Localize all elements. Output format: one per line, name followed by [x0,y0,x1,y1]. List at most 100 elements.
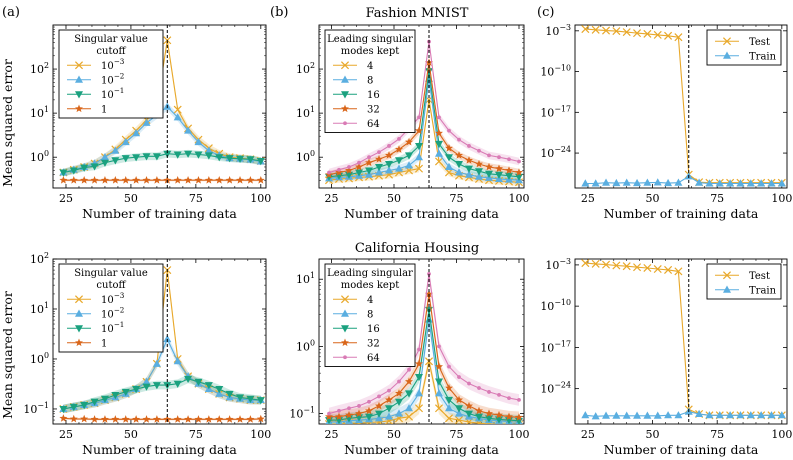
fashion-b-point-8 [455,168,463,176]
fashion-b-xtick-label: 75 [450,192,464,205]
housing-a-point-1 [184,415,193,423]
housing-b-point-32 [435,362,443,371]
housing-b-legend-marker-8 [341,309,349,317]
fashion-a-point-1 [59,176,68,184]
housing-b-point-8 [415,389,423,397]
fashion-c-point-Test [633,29,642,38]
fashion-a-xtick-label: 50 [124,192,138,205]
housing-a-band-10e-2 [63,334,261,414]
housing-b-point-64 [407,367,411,372]
fashion-c-point-Test [674,33,683,42]
housing-c-point-Train [777,411,786,419]
housing-a-point-10e-2 [152,359,161,367]
fashion-a-point-10e-1 [204,152,213,160]
fashion-a-point-10e-2 [132,129,141,137]
housing-b-point-16 [475,413,483,421]
fashion-b-point-16 [465,165,473,173]
fashion-a-point-1 [121,176,130,184]
housing-b-point-32 [485,409,493,417]
fashion-c-point-Train [612,178,621,187]
housing-a-point-1 [204,415,213,423]
fashion-c-point-Test [612,27,621,36]
housing-c-legend-marker-Test [722,271,732,280]
fashion-b-point-8 [435,149,443,157]
housing-a-point-10e-1 [256,397,265,405]
fashion-b-point-32 [365,158,373,167]
housing-b-point-32 [515,413,523,421]
housing-a-point-10e-1 [246,395,255,403]
housing-b-point-64 [347,406,351,411]
fashion-a-point-10e-1 [173,151,182,159]
housing-b-point-16 [405,390,413,398]
fashion-b-point-64 [467,144,471,148]
fashion-a-legend-box [58,29,164,119]
fashion-c-point-Train [591,179,600,187]
housing-c-point-Train [705,411,714,419]
housing-a-point-1 [152,415,161,423]
fashion-a-point-10e-1 [59,169,68,177]
housing-b-legend-label-32: 32 [367,338,380,349]
housing-a-point-1 [173,415,182,423]
housing-a-legend-marker-10e-1 [75,325,83,333]
fashion-c-legend-marker-Train [723,51,731,59]
housing-a-point-1 [246,415,255,423]
housing-a-point-1 [236,415,245,423]
housing-b-band-64 [329,268,519,420]
housing-a-legend-label-1: 1 [101,338,107,349]
housing-b-point-32 [335,412,343,421]
ylabel-bottom-text: Mean squared error [0,291,15,419]
housing-c-point-Train [591,412,600,420]
housing-c-point-Train [736,411,745,419]
housing-b-point-16 [455,405,463,413]
fashion-b-point-32 [445,144,453,152]
fashion-c-legend-box [706,29,782,66]
housing-b-point-32 [325,412,333,421]
housing-a-point-10e-1 [225,390,234,399]
fashion-b-band-32 [329,58,519,179]
fashion-a-xlabel: Number of training data [82,206,237,221]
fashion-b-point-16 [375,163,383,172]
housing-c-point-Train [674,411,683,419]
housing-a-point-10e-1 [100,395,109,403]
housing-a-point-10e-1 [111,392,120,400]
housing-b-point-64 [377,394,381,399]
fashion-b-point-64 [477,148,481,153]
fashion-b-point-4 [434,157,444,166]
housing-a-point-10e-1 [142,383,151,391]
fashion-a-point-10e-1 [121,155,130,163]
fashion-a-plot-area [59,36,265,184]
fashion-b-point-16 [405,152,413,160]
housing-a-point-10e-2 [163,334,172,343]
housing-a-point-1 [215,415,224,423]
housing-c-point-Test [622,262,631,271]
fashion-c-point-Train [622,178,631,186]
housing-c-point-Test [581,259,590,268]
fashion-c-point-Train [767,179,776,187]
housing-c-point-Train [643,411,652,419]
housing-a-legend-marker-10e-2 [75,309,83,317]
fashion-b-point-8 [395,164,403,172]
housing-c-point-Train [581,411,590,419]
fashion-a-point-10e-2 [173,113,182,121]
fashion-a-band-10e-1 [63,149,261,177]
housing-a-plot-area [59,265,265,423]
fashion-b-point-4 [414,164,424,173]
housing-b-point-32 [405,377,413,385]
fashion-a-point-10e-1 [142,153,151,161]
housing-b-legend-marker-16 [341,325,349,333]
fashion-b-point-32 [375,155,383,163]
housing-b-point-64 [487,390,491,394]
housing-b-point-32 [345,410,353,419]
housing-c-xtick-label: 75 [710,428,724,441]
housing-b-point-8 [395,409,403,417]
fashion-b-legend-title: modes kept [341,46,400,57]
housing-b-point-16 [415,374,423,382]
fashion-b-point-64 [327,170,331,175]
housing-b-legend-marker-32 [341,338,349,347]
housing-a-xtick-label: 75 [189,428,203,441]
housing-a-point-1 [256,414,265,423]
fashion-b-point-16 [395,157,403,165]
housing-a-xtick-label: 25 [59,428,73,441]
housing-b-point-16 [465,410,473,418]
housing-a-legend-marker-10e-3 [74,295,84,304]
